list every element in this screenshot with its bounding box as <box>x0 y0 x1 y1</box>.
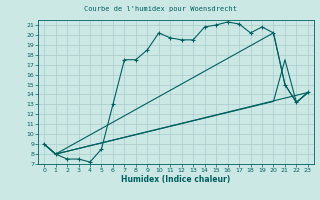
X-axis label: Humidex (Indice chaleur): Humidex (Indice chaleur) <box>121 175 231 184</box>
Text: Courbe de l'humidex pour Woensdrecht: Courbe de l'humidex pour Woensdrecht <box>84 6 236 12</box>
